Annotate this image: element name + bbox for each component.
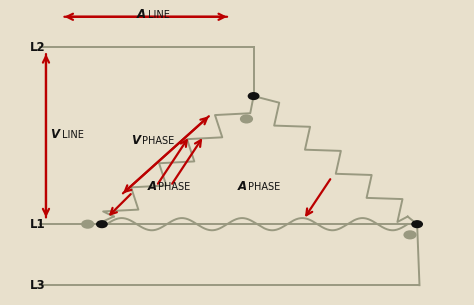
Text: L3: L3 (29, 279, 45, 292)
Text: LINE: LINE (148, 10, 170, 20)
Text: V: V (50, 128, 59, 141)
Text: LINE: LINE (62, 130, 83, 140)
Text: A: A (137, 8, 146, 21)
Text: PHASE: PHASE (248, 182, 281, 192)
Circle shape (82, 221, 93, 228)
Text: A: A (147, 180, 156, 192)
Circle shape (241, 115, 252, 123)
Circle shape (404, 231, 416, 239)
Circle shape (412, 221, 422, 228)
Text: L1: L1 (29, 218, 45, 231)
Circle shape (248, 93, 259, 99)
Text: V: V (131, 134, 140, 147)
Text: PHASE: PHASE (142, 136, 174, 146)
Text: A: A (237, 180, 246, 192)
Text: PHASE: PHASE (158, 182, 191, 192)
Circle shape (97, 221, 107, 228)
Text: L2: L2 (29, 41, 45, 54)
